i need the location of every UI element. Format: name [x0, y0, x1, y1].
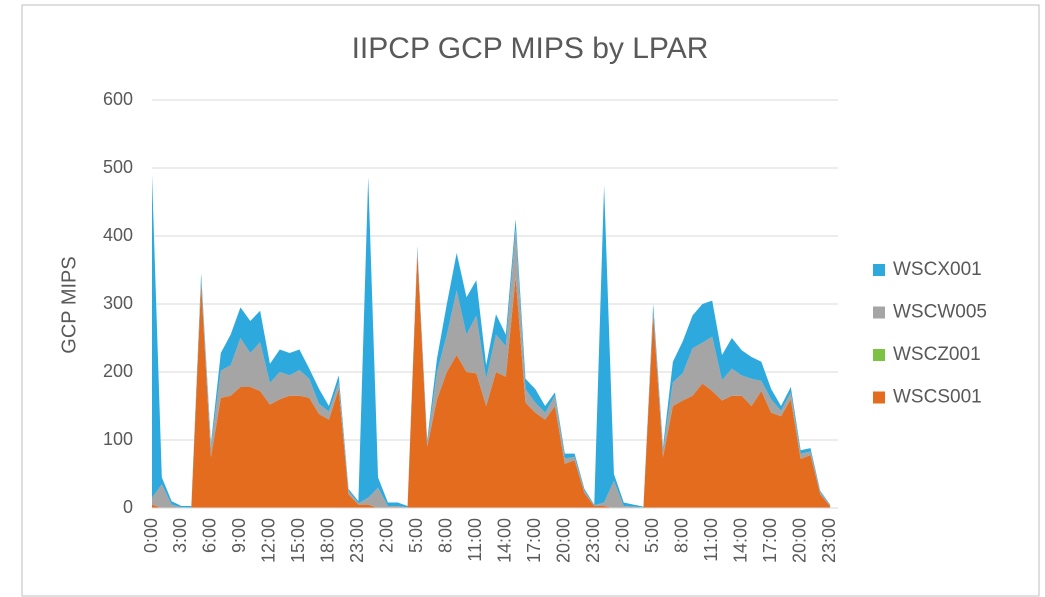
legend-label: WSCS001 — [893, 387, 982, 408]
x-tick-label: 6:00 — [200, 518, 220, 553]
x-tick-label: 18:00 — [318, 518, 338, 563]
area — [152, 229, 831, 508]
x-tick-label: 23:00 — [583, 518, 603, 563]
legend-swatch — [873, 349, 885, 361]
legend-swatch — [873, 306, 885, 319]
chart-title: IIPCP GCP MIPS by LPAR — [352, 32, 709, 65]
x-tick-label: 2:00 — [612, 518, 632, 553]
x-tick-label: 8:00 — [671, 518, 691, 553]
x-tick-label: 20:00 — [554, 518, 574, 563]
legend-label: WSCW005 — [893, 302, 987, 323]
x-tick-label: 14:00 — [730, 518, 750, 563]
x-tick-label: 2:00 — [377, 518, 397, 553]
x-tick-label: 15:00 — [288, 518, 308, 563]
x-tick-label: 17:00 — [760, 518, 780, 563]
x-tick-label: 0:00 — [141, 518, 161, 553]
x-tick-label: 23:00 — [819, 518, 839, 563]
x-tick-label: 20:00 — [789, 518, 809, 563]
x-tick-label: 23:00 — [347, 518, 367, 563]
y-tick-label: 600 — [103, 89, 133, 109]
x-tick-label: 11:00 — [701, 518, 721, 562]
y-tick-label: 500 — [103, 157, 133, 177]
x-tick-label: 17:00 — [524, 518, 544, 563]
y-tick-label: 300 — [103, 293, 133, 313]
x-tick-label: 14:00 — [495, 518, 515, 563]
x-tick-label: 5:00 — [406, 518, 426, 553]
y-axis-label: GCP MIPS — [58, 256, 80, 353]
area — [152, 253, 831, 508]
legend-swatch — [873, 264, 885, 276]
legend-label: WSCZ001 — [893, 344, 981, 365]
x-tick-label: 9:00 — [229, 518, 249, 553]
y-tick-label: 200 — [103, 361, 133, 381]
y-tick-label: 0 — [123, 497, 133, 517]
x-tick-label: 12:00 — [259, 518, 279, 563]
x-tick-label: 3:00 — [170, 518, 190, 553]
y-tick-label: 400 — [103, 225, 133, 245]
x-tick-label: 11:00 — [465, 518, 485, 562]
x-tick-label: 8:00 — [436, 518, 456, 553]
area — [152, 174, 831, 508]
legend-label: WSCX001 — [893, 259, 982, 280]
legend-swatch — [873, 391, 885, 404]
x-tick-label: 5:00 — [642, 518, 662, 553]
y-tick-label: 100 — [103, 429, 133, 449]
